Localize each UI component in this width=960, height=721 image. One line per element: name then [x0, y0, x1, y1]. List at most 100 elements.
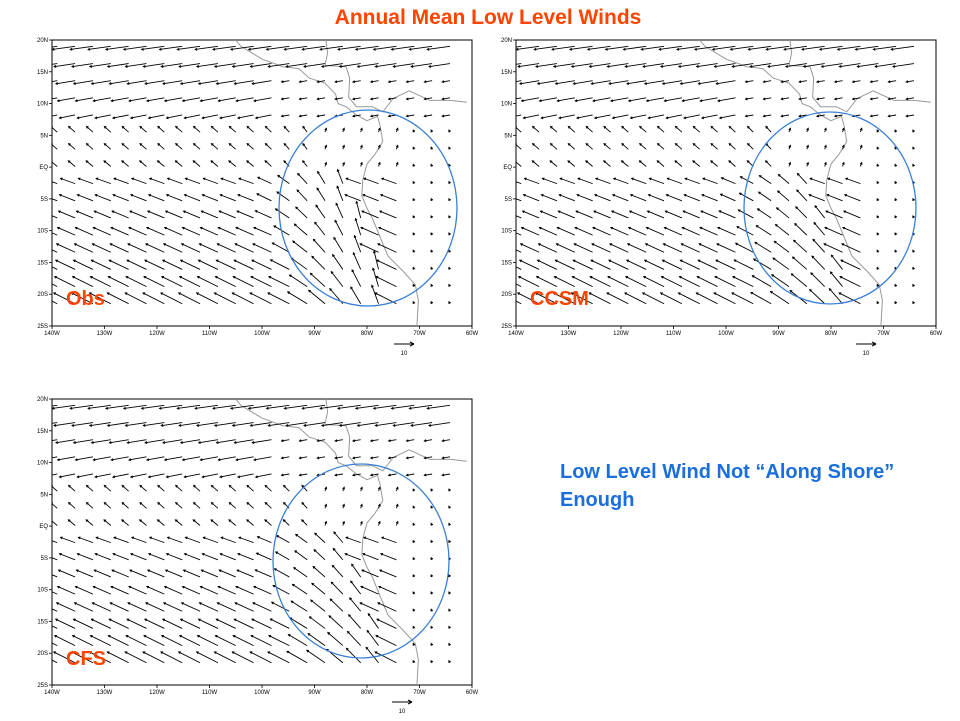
- wind-arrow: [252, 602, 272, 612]
- wind-arrow: [516, 215, 522, 219]
- wind-arrow: [333, 531, 344, 543]
- wind-arrow: [684, 177, 700, 185]
- wind-arrow: [532, 126, 540, 133]
- wind-arrow: [621, 126, 629, 133]
- wind-arrow: [52, 80, 58, 82]
- lon-tick-label: 110W: [202, 331, 218, 337]
- wind-arrow: [781, 97, 790, 100]
- wind-arrow: [763, 80, 772, 83]
- wind-arrow: [576, 194, 593, 202]
- wind-arrow: [175, 502, 183, 509]
- lon-tick-label: 100W: [254, 690, 270, 696]
- wind-arrow: [236, 569, 254, 578]
- wind-arrow: [73, 259, 94, 270]
- wind-arrow: [141, 404, 165, 409]
- wind-arrow: [192, 519, 201, 526]
- wind-arrow: [516, 266, 522, 270]
- wind-arrow: [373, 404, 397, 409]
- wind-arrow: [218, 586, 236, 595]
- wind-arrow: [661, 276, 683, 287]
- wind-arrow: [701, 194, 718, 202]
- wind-arrow: [143, 422, 165, 427]
- wind-arrow: [844, 194, 861, 202]
- wind-arrow: [406, 97, 415, 100]
- wind-arrow: [349, 597, 362, 612]
- wind-arrow: [201, 569, 219, 578]
- wind-arrow: [181, 243, 201, 253]
- wind-arrow: [230, 45, 254, 50]
- wind-arrow: [246, 143, 254, 150]
- wind-arrow: [516, 198, 522, 202]
- wind-arrow: [228, 143, 237, 150]
- wind-arrow: [332, 548, 344, 561]
- wind-arrow: [516, 283, 522, 287]
- wind-arrow: [92, 243, 111, 253]
- wind-arrow: [717, 227, 736, 236]
- wind-arrow: [329, 598, 344, 612]
- wind-arrow: [211, 143, 219, 150]
- wind-arrow: [644, 259, 665, 270]
- wind-arrow: [125, 635, 147, 646]
- wind-arrow: [345, 536, 361, 544]
- wind-arrow: [277, 175, 290, 185]
- wind-arrow: [250, 63, 272, 68]
- wind-arrow: [442, 114, 451, 117]
- wind-arrow: [59, 194, 76, 202]
- wind-arrow: [59, 114, 76, 119]
- wind-arrow: [555, 259, 575, 270]
- lon-tick-label: 100W: [254, 331, 270, 337]
- wind-arrow: [675, 126, 683, 133]
- wind-arrow: [157, 160, 165, 167]
- wind-arrow: [754, 241, 772, 253]
- wind-arrow: [249, 292, 272, 305]
- wind-arrow: [388, 80, 397, 83]
- wind-arrow: [180, 439, 201, 444]
- wind-arrow: [290, 600, 308, 612]
- wind-arrow: [202, 194, 219, 202]
- wind-arrow: [424, 114, 433, 117]
- lon-tick-label: 100W: [718, 331, 734, 337]
- wind-arrow: [274, 568, 290, 578]
- wind-arrow: [290, 257, 308, 270]
- wind-arrow: [531, 160, 540, 167]
- wind-arrow: [228, 502, 237, 509]
- wind-arrow: [728, 143, 736, 150]
- wind-arrow: [77, 553, 94, 561]
- wind-arrow: [701, 114, 718, 119]
- wind-arrow: [826, 194, 843, 202]
- lat-tick-label: 5N: [504, 133, 512, 139]
- wind-arrow: [573, 259, 593, 270]
- wind-arrow: [347, 631, 362, 646]
- wind-arrow: [200, 97, 218, 102]
- wind-arrow: [834, 80, 843, 83]
- wind-arrow: [763, 97, 772, 100]
- wind-arrow: [248, 45, 272, 50]
- wind-arrow: [660, 292, 683, 305]
- lon-tick-label: 130W: [97, 331, 113, 337]
- wind-arrow: [585, 126, 593, 133]
- wind-arrow: [131, 536, 147, 544]
- wind-arrow: [393, 63, 415, 68]
- lat-tick-label: 20N: [37, 38, 48, 44]
- wind-arrow: [359, 243, 379, 253]
- wind-arrow: [87, 45, 111, 50]
- lon-tick-label: 60W: [466, 331, 479, 337]
- wind-arrow: [124, 292, 147, 305]
- wind-arrow: [283, 126, 290, 133]
- wind-arrow: [52, 161, 58, 167]
- wind-arrow: [785, 63, 807, 68]
- wind-arrow: [428, 63, 451, 68]
- wind-arrow: [740, 176, 754, 185]
- wind-arrow: [104, 126, 112, 133]
- wind-arrow: [56, 602, 76, 612]
- wind-arrow: [605, 45, 629, 50]
- wind-arrow: [766, 45, 790, 50]
- wind-arrow: [177, 404, 201, 409]
- wind-arrow: [193, 485, 201, 492]
- lon-tick-label: 130W: [561, 331, 577, 337]
- wind-arrow: [641, 45, 665, 50]
- wind-arrow: [161, 635, 183, 646]
- wind-arrow: [90, 635, 111, 646]
- wind-arrow: [210, 519, 219, 526]
- wind-arrow: [558, 210, 575, 219]
